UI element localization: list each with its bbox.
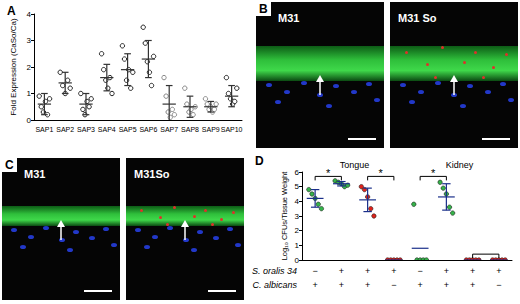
svg-text:+: + — [339, 280, 344, 290]
svg-text:Kidney: Kidney — [446, 160, 474, 170]
svg-text:*: * — [431, 167, 436, 179]
svg-text:0: 0 — [27, 116, 32, 125]
svg-text:+: + — [365, 280, 370, 290]
svg-text:SAP9: SAP9 — [202, 126, 220, 133]
svg-text:SAP2: SAP2 — [56, 126, 74, 133]
svg-text:+: + — [496, 266, 501, 276]
svg-text:+: + — [470, 266, 475, 276]
svg-text:−: − — [496, 280, 501, 290]
svg-text:+: + — [391, 266, 396, 276]
svg-text:+: + — [339, 266, 344, 276]
svg-text:SAP8: SAP8 — [181, 126, 199, 133]
svg-text:SAP4: SAP4 — [98, 126, 116, 133]
html-text:M31: M31 — [278, 12, 300, 24]
svg-text:+: + — [470, 280, 475, 290]
svg-text:*: * — [379, 167, 384, 179]
svg-text:*: * — [326, 167, 331, 179]
svg-text:SAP7: SAP7 — [160, 126, 178, 133]
svg-text:S. oralis 34: S. oralis 34 — [252, 266, 297, 276]
svg-text:Fold Expression (CaSo/Ca): Fold Expression (CaSo/Ca) — [9, 18, 18, 116]
svg-text:SAP3: SAP3 — [77, 126, 95, 133]
html-text:M31So: M31So — [134, 168, 170, 180]
svg-text:Tongue: Tongue — [340, 160, 370, 170]
svg-text:−: − — [312, 266, 317, 276]
html-text:M31 So: M31 So — [398, 12, 437, 24]
svg-text:+: + — [365, 266, 370, 276]
svg-text:4: 4 — [295, 197, 300, 206]
svg-text:+: + — [444, 266, 449, 276]
svg-text:−: − — [417, 266, 422, 276]
svg-text:1: 1 — [27, 89, 32, 98]
svg-text:−: − — [391, 280, 396, 290]
svg-text:6: 6 — [295, 168, 300, 177]
svg-text:+: + — [312, 280, 317, 290]
svg-text:2: 2 — [295, 226, 300, 235]
svg-text:+: + — [417, 280, 422, 290]
svg-text:4: 4 — [27, 10, 32, 19]
svg-text:0: 0 — [295, 256, 300, 265]
svg-text:5: 5 — [295, 182, 300, 191]
svg-text:A: A — [7, 4, 16, 18]
html-text:M31: M31 — [24, 168, 46, 180]
svg-text:SAP1: SAP1 — [35, 126, 53, 133]
svg-text:2: 2 — [27, 63, 32, 72]
html-text:B: B — [259, 2, 268, 16]
svg-text:1: 1 — [295, 241, 300, 250]
svg-text:3: 3 — [27, 36, 32, 45]
svg-text:3: 3 — [295, 212, 300, 221]
html-text:C: C — [5, 158, 14, 172]
svg-text:D: D — [255, 154, 264, 168]
svg-text:C. albicans: C. albicans — [252, 280, 297, 290]
svg-text:Log₁₀ CFUs/Tissue Weight: Log₁₀ CFUs/Tissue Weight — [280, 171, 289, 261]
svg-text:SAP5: SAP5 — [119, 126, 137, 133]
svg-text:+: + — [444, 280, 449, 290]
svg-text:SAP10: SAP10 — [221, 126, 243, 133]
svg-text:SAP6: SAP6 — [139, 126, 157, 133]
